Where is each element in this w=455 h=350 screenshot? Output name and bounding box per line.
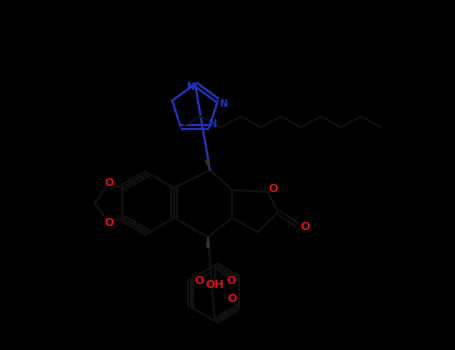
Text: O: O <box>300 222 310 232</box>
Text: O: O <box>268 184 278 194</box>
Text: N: N <box>208 119 216 130</box>
Text: N: N <box>219 99 227 108</box>
Polygon shape <box>207 237 209 247</box>
Text: N: N <box>186 82 194 92</box>
Text: O: O <box>227 276 236 286</box>
Text: O: O <box>228 294 237 304</box>
Polygon shape <box>206 160 210 170</box>
Text: OH: OH <box>206 280 224 290</box>
Text: O: O <box>104 218 114 228</box>
Text: O: O <box>104 178 114 188</box>
Text: O: O <box>194 276 203 286</box>
